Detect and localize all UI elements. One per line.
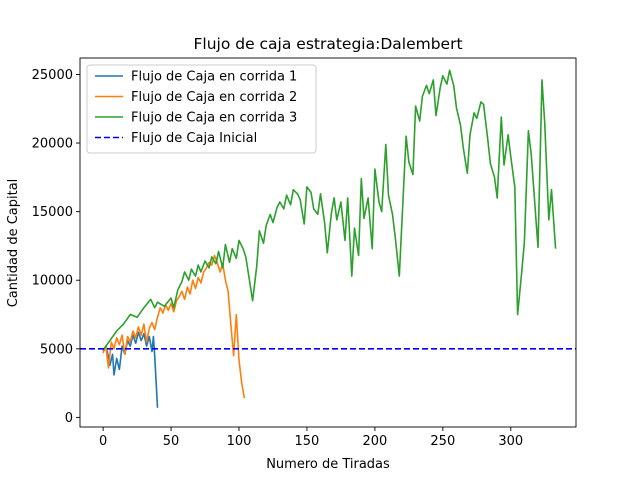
y-tick-label: 20000: [32, 137, 73, 152]
series-line-1: [102, 331, 159, 408]
legend-box: [86, 64, 317, 154]
x-tick-label: 50: [163, 434, 180, 449]
legend-label-2: Flujo de Caja en corrida 2: [131, 90, 297, 105]
series-line-3: [102, 69, 557, 351]
y-axis-label: Cantidad de Capital: [6, 179, 21, 308]
y-axis: 0 5000 10000 15000 20000 25000: [32, 68, 80, 426]
legend-label-1: Flujo de Caja en corrida 1: [131, 70, 297, 85]
x-tick-label: 200: [362, 434, 387, 449]
x-axis-label: Numero de Tiradas: [266, 457, 390, 472]
y-tick-label: 0: [65, 411, 73, 426]
x-tick-label: 250: [430, 434, 455, 449]
legend-label-3: Flujo de Caja en corrida 3: [131, 111, 297, 126]
y-tick-label: 15000: [32, 205, 73, 220]
plot-area: [80, 69, 576, 408]
y-tick-label: 5000: [40, 342, 73, 357]
x-tick-label: 0: [99, 434, 107, 449]
axes-border: [79, 57, 577, 428]
x-tick-label: 150: [295, 434, 320, 449]
axes-frame: [79, 57, 577, 428]
x-axis: 0 50 100 150 200 250 300: [99, 427, 523, 449]
y-tick-label: 10000: [32, 274, 73, 289]
y-tick-label: 25000: [32, 68, 73, 83]
x-tick-label: 100: [227, 434, 252, 449]
legend: Flujo de Caja en corrida 1 Flujo de Caja …: [86, 64, 317, 154]
chart-title: Flujo de caja estrategia:Dalembert: [193, 35, 462, 53]
series-line-2: [102, 254, 246, 399]
x-tick-label: 300: [498, 434, 523, 449]
legend-label-4: Flujo de Caja Inicial: [131, 131, 257, 146]
